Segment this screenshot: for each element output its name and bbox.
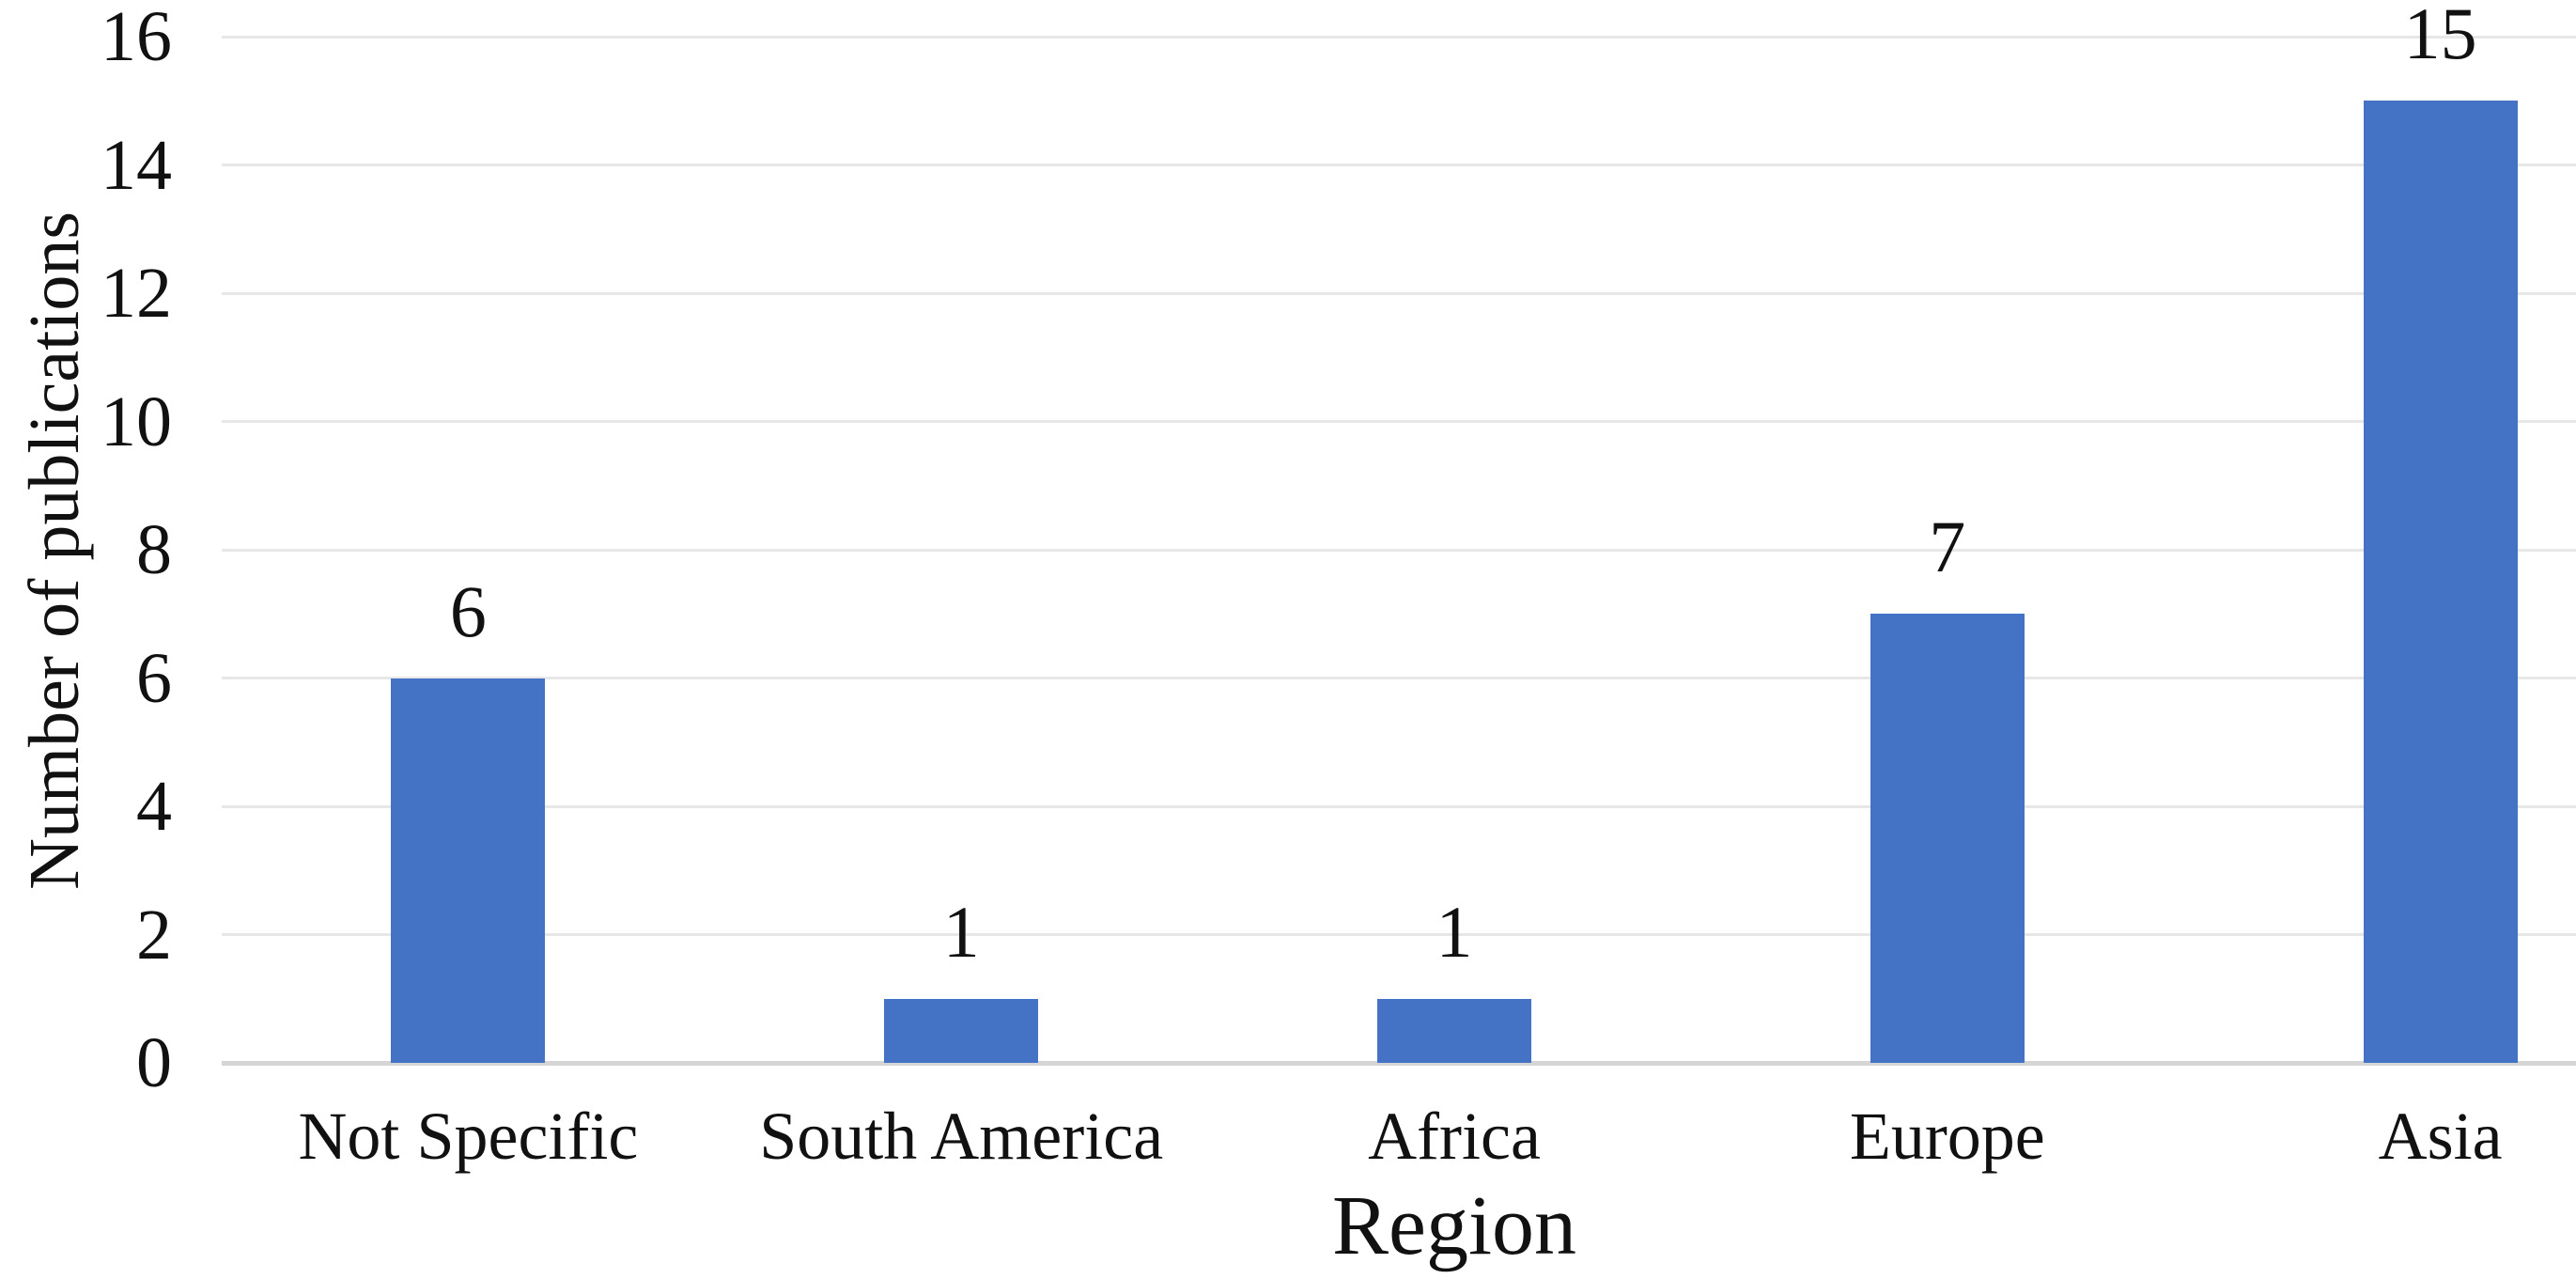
x-category-label: Not Specific (298, 1099, 639, 1174)
y-gridline (222, 548, 2576, 552)
y-tick-label: 0 (136, 1023, 172, 1102)
y-tick-label: 12 (101, 254, 172, 333)
y-tick-label: 6 (136, 638, 172, 718)
x-category-label: Europe (1849, 1099, 2045, 1174)
y-gridline (222, 291, 2576, 295)
y-gridline (222, 933, 2576, 936)
bar-value-label: 1 (1435, 890, 1473, 973)
bar-value-label: 1 (942, 890, 980, 973)
y-tick-label: 8 (136, 510, 172, 589)
bar-africa (1377, 998, 1531, 1063)
y-tick-label: 2 (136, 895, 172, 975)
y-gridline (222, 420, 2576, 423)
y-tick-label: 4 (136, 767, 172, 846)
bar-value-label: 6 (449, 569, 487, 652)
y-tick-label: 16 (101, 0, 172, 76)
bar-asia (2363, 101, 2518, 1063)
y-gridline (222, 804, 2576, 808)
bar-europe (1870, 614, 2025, 1063)
x-axis-title: Region (1332, 1179, 1576, 1272)
bar-value-label: 7 (1929, 506, 1966, 588)
y-gridline (222, 677, 2576, 679)
x-axis-line (222, 1061, 2576, 1066)
y-gridline (222, 35, 2576, 39)
x-category-label: Asia (2378, 1099, 2503, 1174)
y-gridline (222, 164, 2576, 166)
bar-south-america (884, 998, 1039, 1063)
y-tick-label: 14 (101, 125, 172, 205)
bar-value-label: 15 (2403, 0, 2477, 75)
x-category-label: South America (759, 1099, 1164, 1174)
bar-not-specific (391, 678, 546, 1063)
x-category-label: Africa (1368, 1099, 1541, 1174)
y-tick-label: 10 (101, 382, 172, 461)
